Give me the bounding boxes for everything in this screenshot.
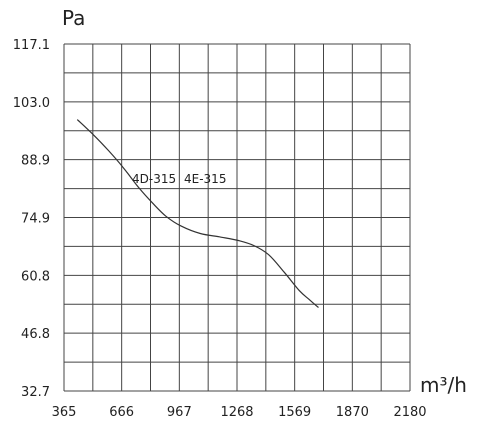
y-tick-label: 74.9 [21, 212, 50, 227]
x-tick-label: 666 [109, 405, 134, 420]
x-tick-label: 1268 [220, 405, 253, 420]
x-tick-label: 1870 [336, 405, 369, 420]
y-tick-label: 32.7 [21, 385, 50, 400]
y-axis-label: Pa [62, 6, 85, 30]
x-tick-label: 2180 [393, 405, 426, 420]
x-tick-label: 1569 [278, 405, 311, 420]
series-line [76, 119, 319, 308]
x-axis-label: m³/h [420, 373, 467, 397]
y-tick-label: 103.0 [13, 96, 50, 111]
y-tick-label: 46.8 [21, 327, 50, 342]
y-tick-label: 88.9 [21, 154, 50, 169]
x-axis-ticks: 365 666 967 1268 1569 1870 2180 [52, 405, 427, 420]
y-tick-label: 117.1 [13, 38, 50, 53]
x-tick-label: 365 [52, 405, 77, 420]
grid [63, 43, 411, 392]
y-axis-ticks: 117.1 103.0 88.9 74.9 60.8 46.8 32.7 [13, 38, 50, 400]
annotation-4e-315: 4E-315 [184, 172, 226, 186]
x-tick-label: 967 [167, 405, 192, 420]
annotation-4d-315: 4D-315 [132, 172, 176, 186]
y-tick-label: 60.8 [21, 269, 50, 284]
